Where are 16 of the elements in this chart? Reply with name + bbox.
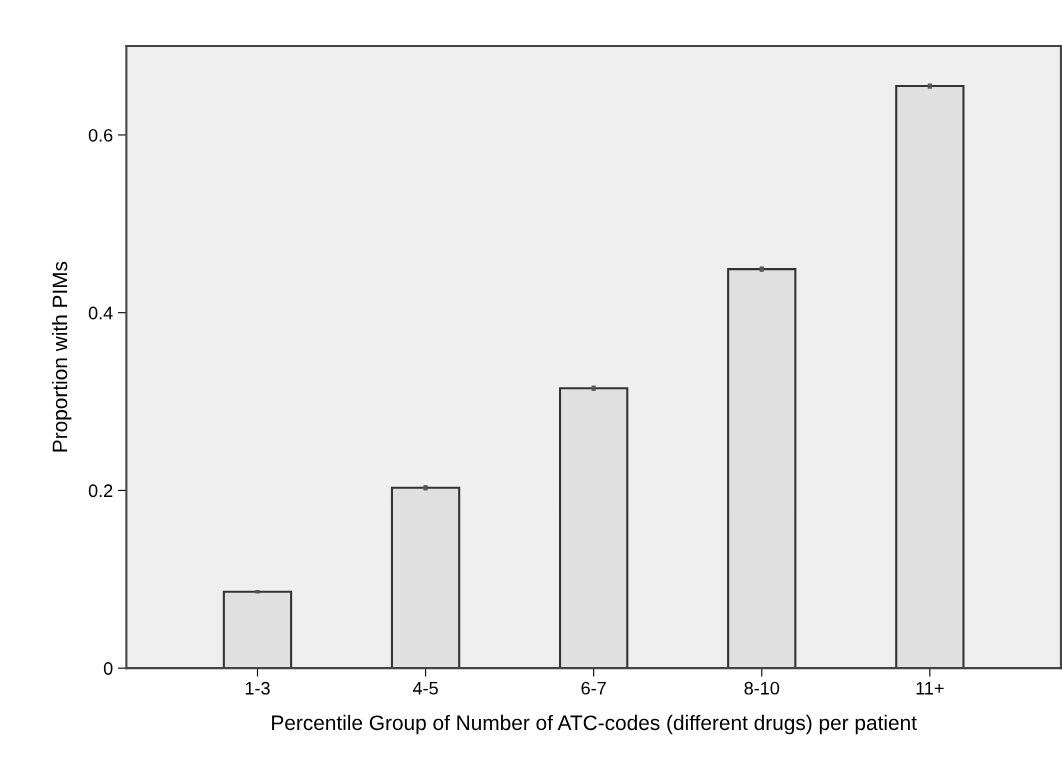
x-tick-label: 4-5 [412, 682, 438, 695]
x-tick-label: 1-3 [245, 681, 270, 695]
x-tick-label: 8-10 [744, 681, 780, 695]
x-axis-title: Percentile Group of Number of ATC-codes (different drugs) per patient [272, 714, 917, 735]
x-tick-label: 6-7 [581, 681, 606, 695]
x-tick-label: 11+ [916, 682, 944, 695]
y-tick-label: 0.6 [88, 128, 113, 142]
y-tick-label: 0.2 [88, 484, 113, 498]
bar [559, 387, 629, 669]
bar [727, 268, 797, 669]
bar [222, 590, 293, 669]
y-tick-label: 0.4 [88, 306, 113, 320]
y-tick-label: 0 [103, 662, 113, 675]
y-axis-title: Proportion with PIMs [52, 261, 72, 452]
bar [895, 85, 965, 669]
bar [390, 486, 461, 669]
